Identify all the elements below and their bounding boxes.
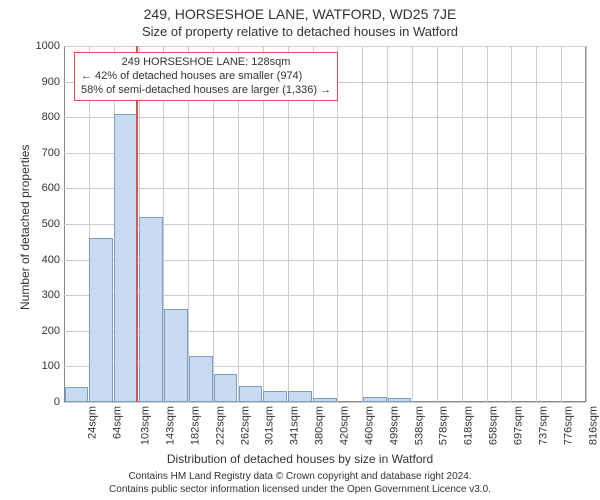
histogram-bar [89,238,113,402]
histogram-bar [164,309,188,402]
xtick-label: 420sqm [339,406,351,445]
x-axis-label: Distribution of detached houses by size … [0,452,600,466]
ytick-label: 300 [42,289,60,301]
ytick-label: 100 [42,360,60,372]
chart-container: 249, HORSESHOE LANE, WATFORD, WD25 7JE S… [0,0,600,500]
gridline-h [64,188,586,189]
xtick-label: 578sqm [438,406,450,445]
xtick-label: 103sqm [140,406,152,445]
gridline-h [64,153,586,154]
gridline-v [586,46,587,402]
xtick-label: 816sqm [587,406,599,445]
histogram-bar [363,397,387,402]
xtick-label: 499sqm [388,406,400,445]
xtick-label: 776sqm [562,406,574,445]
gridline-v [362,46,363,402]
annotation-line: ← 42% of detached houses are smaller (97… [81,70,331,84]
annotation-box: 249 HORSESHOE LANE: 128sqm← 42% of detac… [74,52,338,101]
gridline-v [437,46,438,402]
gridline-v [536,46,537,402]
annotation-line: 249 HORSESHOE LANE: 128sqm [81,56,331,70]
ytick-label: 1000 [36,40,60,52]
histogram-bar [189,356,213,402]
xtick-label: 143sqm [165,406,177,445]
histogram-bar [239,386,263,402]
histogram-bar [139,217,163,402]
xtick-label: 697sqm [513,406,525,445]
histogram-bar [114,114,138,402]
xtick-label: 222sqm [214,406,226,445]
xtick-label: 618sqm [463,406,475,445]
gridline-h [64,402,586,403]
xtick-label: 182sqm [189,406,201,445]
y-axis-label: Number of detached properties [18,145,32,310]
footer-line-1: Contains HM Land Registry data © Crown c… [0,471,600,484]
ytick-label: 700 [42,147,60,159]
gridline-v [387,46,388,402]
page-title: 249, HORSESHOE LANE, WATFORD, WD25 7JE [0,6,600,22]
xtick-label: 737sqm [537,406,549,445]
gridline-v [487,46,488,402]
histogram-bar [388,398,412,402]
ytick-label: 500 [42,218,60,230]
xtick-label: 380sqm [314,406,326,445]
gridline-v [561,46,562,402]
ytick-label: 600 [42,182,60,194]
footer-line-2: Contains public sector information licen… [0,484,600,497]
histogram-bar [313,398,337,402]
histogram-bar [263,391,287,402]
ytick-label: 800 [42,111,60,123]
histogram-bar [65,387,89,402]
xtick-label: 64sqm [112,406,124,439]
ytick-label: 400 [42,254,60,266]
xtick-label: 658sqm [488,406,500,445]
gridline-v [511,46,512,402]
xtick-label: 538sqm [413,406,425,445]
xtick-label: 460sqm [363,406,375,445]
ytick-label: 0 [54,396,60,408]
gridline-v [412,46,413,402]
xtick-label: 341sqm [289,406,301,445]
gridline-h [64,117,586,118]
ytick-label: 900 [42,76,60,88]
histogram-bar [288,391,312,402]
ytick-label: 200 [42,325,60,337]
page-subtitle: Size of property relative to detached ho… [0,24,600,39]
xtick-label: 262sqm [239,406,251,445]
gridline-v [462,46,463,402]
xtick-label: 24sqm [87,406,99,439]
histogram-bar [214,374,238,402]
gridline-h [64,46,586,47]
xtick-label: 301sqm [264,406,276,445]
annotation-line: 58% of semi-detached houses are larger (… [81,84,331,98]
footer: Contains HM Land Registry data © Crown c… [0,471,600,496]
